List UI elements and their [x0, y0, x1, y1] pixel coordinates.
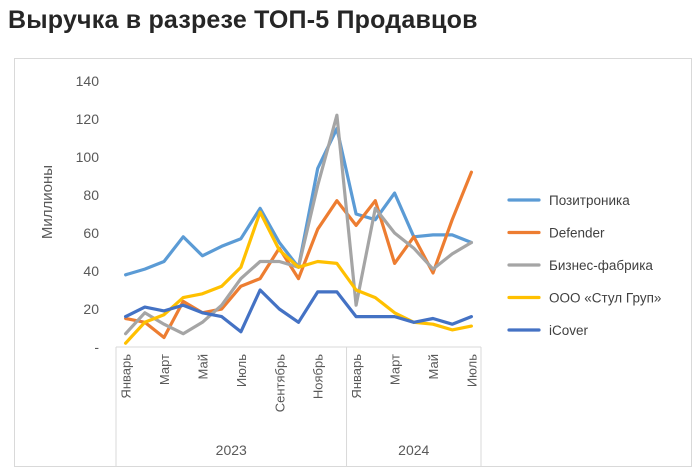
- series-line: [123, 288, 473, 334]
- chart-frame: Миллионы - 20 40 60 80 100 120 140 Январь Март Май И…: [14, 58, 692, 467]
- y-axis-title: Миллионы: [39, 165, 56, 239]
- chart-title: Выручка в разрезе ТОП-5 Продавцов: [8, 6, 478, 34]
- legend-label: iCover: [549, 323, 589, 338]
- x-tick-label: Март: [388, 354, 403, 385]
- legend-label: Бизнес-фабрика: [549, 258, 653, 273]
- x-tick-label: Май: [195, 354, 210, 379]
- y-tick-label: 40: [83, 263, 99, 279]
- year-label: 2024: [398, 442, 429, 458]
- y-tick-label: 20: [83, 301, 99, 317]
- y-tick-label: 60: [83, 225, 99, 241]
- y-tick-label: -: [94, 339, 99, 355]
- x-tick-label: Июль: [234, 354, 249, 387]
- y-tick-label: 140: [76, 73, 100, 89]
- legend-label: ООО «Стул Груп»: [549, 291, 661, 306]
- year-label: 2023: [216, 442, 247, 458]
- y-tick-label: 80: [83, 187, 99, 203]
- x-tick-label: Март: [157, 354, 172, 385]
- legend-label: Defender: [549, 226, 605, 241]
- x-tick-label: Сентябрь: [272, 354, 287, 412]
- x-tick-label: Январь: [119, 354, 134, 399]
- y-tick-label: 120: [76, 111, 100, 127]
- legend-label: Позитроника: [549, 193, 630, 208]
- x-tick-label: Ноябрь: [311, 354, 326, 399]
- series-line: [123, 170, 473, 340]
- x-tick-label: Май: [426, 354, 441, 379]
- x-tick-label: Январь: [349, 354, 364, 399]
- x-tick-label: Июль: [464, 354, 479, 387]
- y-tick-label: 100: [76, 149, 100, 165]
- line-chart: Миллионы - 20 40 60 80 100 120 140 Январь Март Май И…: [39, 73, 661, 467]
